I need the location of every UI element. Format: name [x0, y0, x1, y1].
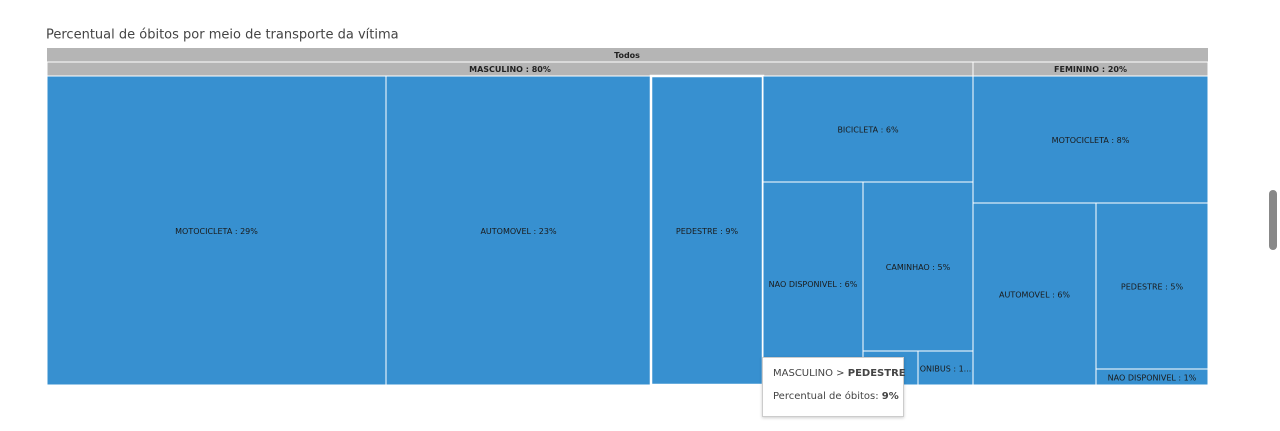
tooltip: MASCULINO > PEDESTRE Percentual de óbito…: [762, 357, 906, 417]
treemap-cell: [1095, 368, 1209, 386]
tooltip-label: Percentual de óbitos:: [773, 391, 879, 402]
cell-label: MOTOCICLETA : 8%: [1052, 136, 1130, 145]
cell-label: PEDESTRE : 9%: [676, 227, 739, 236]
group-label: MASCULINO : 80%: [469, 65, 551, 74]
cell-label: CAMINHAO : 5%: [886, 263, 951, 272]
chart-title: Percentual de óbitos por meio de transpo…: [46, 28, 399, 43]
cell-label: PEDESTRE : 5%: [1121, 283, 1184, 292]
tooltip-number: 9%: [881, 391, 899, 402]
cell-label: ONIBUS : 1...: [920, 365, 972, 374]
tooltip-leaf: PEDESTRE: [847, 368, 906, 379]
cell-label: BICICLETA : 6%: [837, 126, 899, 135]
tooltip-parent: MASCULINO >: [773, 368, 845, 379]
cell-label: AUTOMOVEL : 6%: [999, 291, 1070, 300]
root-label: Todos: [614, 51, 640, 60]
treemap-cell: [46, 75, 387, 386]
tooltip-path: MASCULINO > PEDESTRE: [773, 367, 906, 381]
scrollbar[interactable]: [1269, 190, 1277, 250]
root-header: [47, 48, 1208, 62]
treemap-cell: [1095, 202, 1209, 370]
tooltip-value: Percentual de óbitos: 9%: [773, 390, 899, 404]
cell-label: AUTOMOVEL : 23%: [480, 227, 557, 236]
group-label: FEMININO : 20%: [1054, 65, 1127, 74]
cell-label: NAO DISPONIVEL : 1%: [1108, 374, 1197, 383]
treemap-cell: [649, 74, 765, 387]
cell-label: NAO DISPONIVEL : 6%: [769, 280, 858, 289]
cell-label: MOTOCICLETA : 29%: [175, 227, 258, 236]
